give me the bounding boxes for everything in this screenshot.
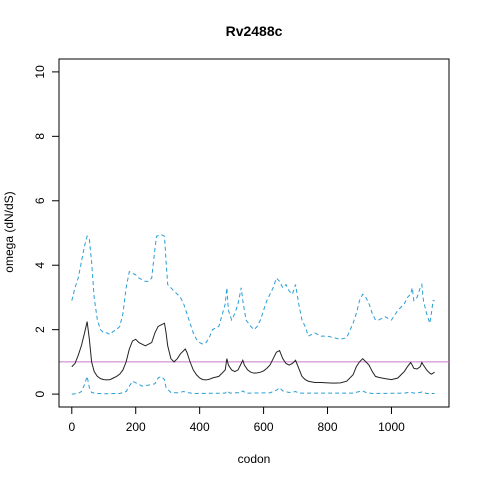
x-tick-label: 200 bbox=[126, 420, 146, 434]
y-tick-label: 4 bbox=[33, 262, 47, 269]
chart-title: Rv2488c bbox=[226, 23, 283, 39]
y-axis: 0 2 4 6 8 10 bbox=[33, 65, 60, 397]
plot-marks bbox=[59, 234, 449, 395]
x-axis-label: codon bbox=[238, 452, 271, 466]
x-tick-label: 600 bbox=[254, 420, 274, 434]
series-line-mean bbox=[71, 321, 435, 384]
x-tick-label: 1000 bbox=[378, 420, 405, 434]
y-tick-label: 8 bbox=[33, 133, 47, 140]
y-tick-label: 2 bbox=[33, 326, 47, 333]
plot-frame bbox=[58, 58, 450, 408]
y-tick-label: 10 bbox=[33, 65, 47, 79]
x-tick-label: 800 bbox=[318, 420, 338, 434]
y-tick-label: 6 bbox=[33, 197, 47, 204]
y-tick-label: 0 bbox=[33, 390, 47, 397]
y-axis-label: omega (dN/dS) bbox=[2, 191, 16, 272]
x-tick-label: 400 bbox=[190, 420, 210, 434]
series-line-upper bbox=[71, 234, 435, 345]
x-axis: 0 200 400 600 800 1000 bbox=[68, 406, 405, 434]
x-tick-label: 0 bbox=[68, 420, 75, 434]
series-line-lower bbox=[71, 375, 435, 395]
